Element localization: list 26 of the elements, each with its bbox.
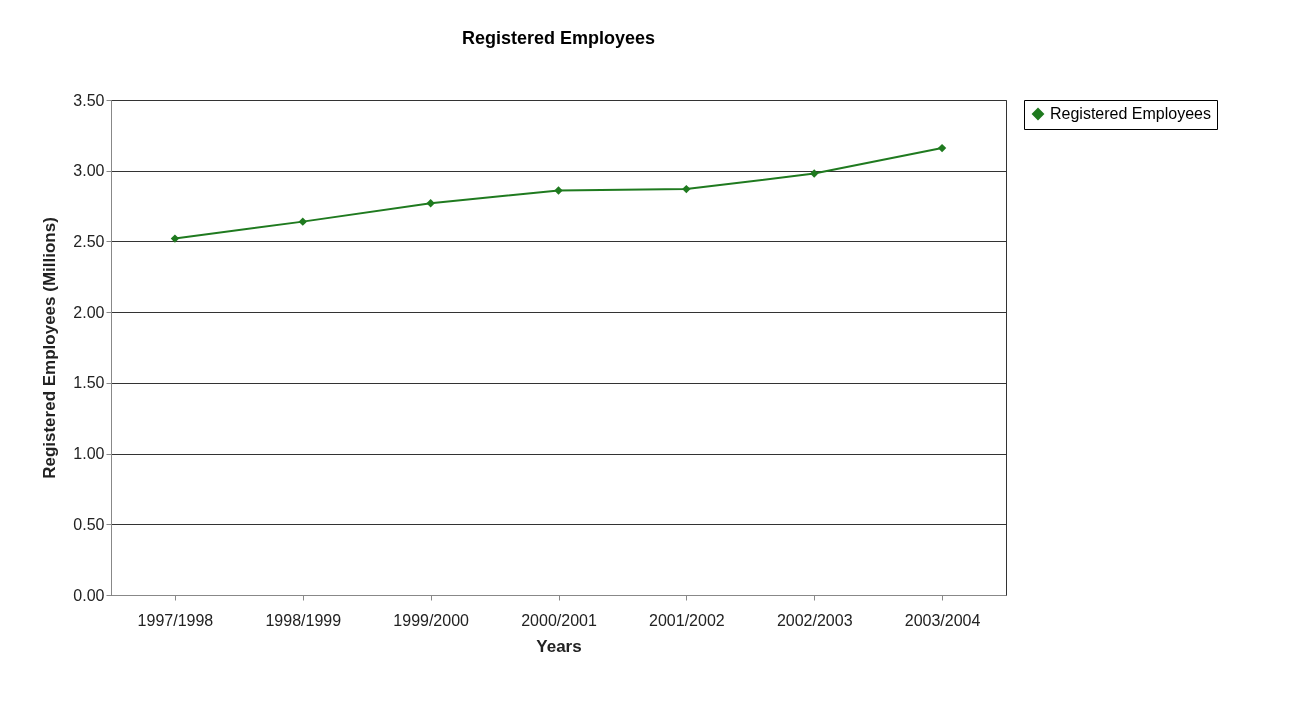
y-tick-label: 2.00: [73, 303, 105, 321]
x-tick-label: 1999/2000: [393, 611, 470, 629]
point: [298, 217, 307, 226]
point: [682, 184, 691, 194]
legend-label: Registered Employees: [1050, 105, 1211, 122]
y-axis-title: Registered Employees (Millions): [40, 217, 60, 479]
point: [170, 234, 180, 243]
x-axis-title: Years: [536, 636, 582, 656]
point: [426, 199, 435, 208]
x-tick-label: 2000/2001: [521, 611, 597, 629]
y-tick-label: 1.00: [73, 445, 105, 463]
x-tick-label: 1997/1998: [137, 611, 214, 629]
x-tick-label: 2002/2003: [776, 611, 853, 629]
y-tick-label: 1.50: [73, 374, 105, 392]
y-tick-label: 3.50: [73, 91, 105, 109]
x-tick-label: 2003/2004: [904, 611, 981, 629]
y-tick-label: 3.00: [73, 162, 105, 180]
y-tick-label: 0.50: [73, 515, 105, 533]
y-tick-label: 2.50: [73, 232, 105, 250]
point: [810, 169, 819, 178]
y-tick-label: 0.00: [73, 586, 105, 604]
x-tick-label: 2001/2002: [649, 611, 725, 629]
point: [554, 186, 563, 195]
point: [937, 143, 947, 153]
chart-title: Registered Employees: [461, 28, 656, 48]
x-tick-label: 1998/1999: [265, 611, 342, 629]
